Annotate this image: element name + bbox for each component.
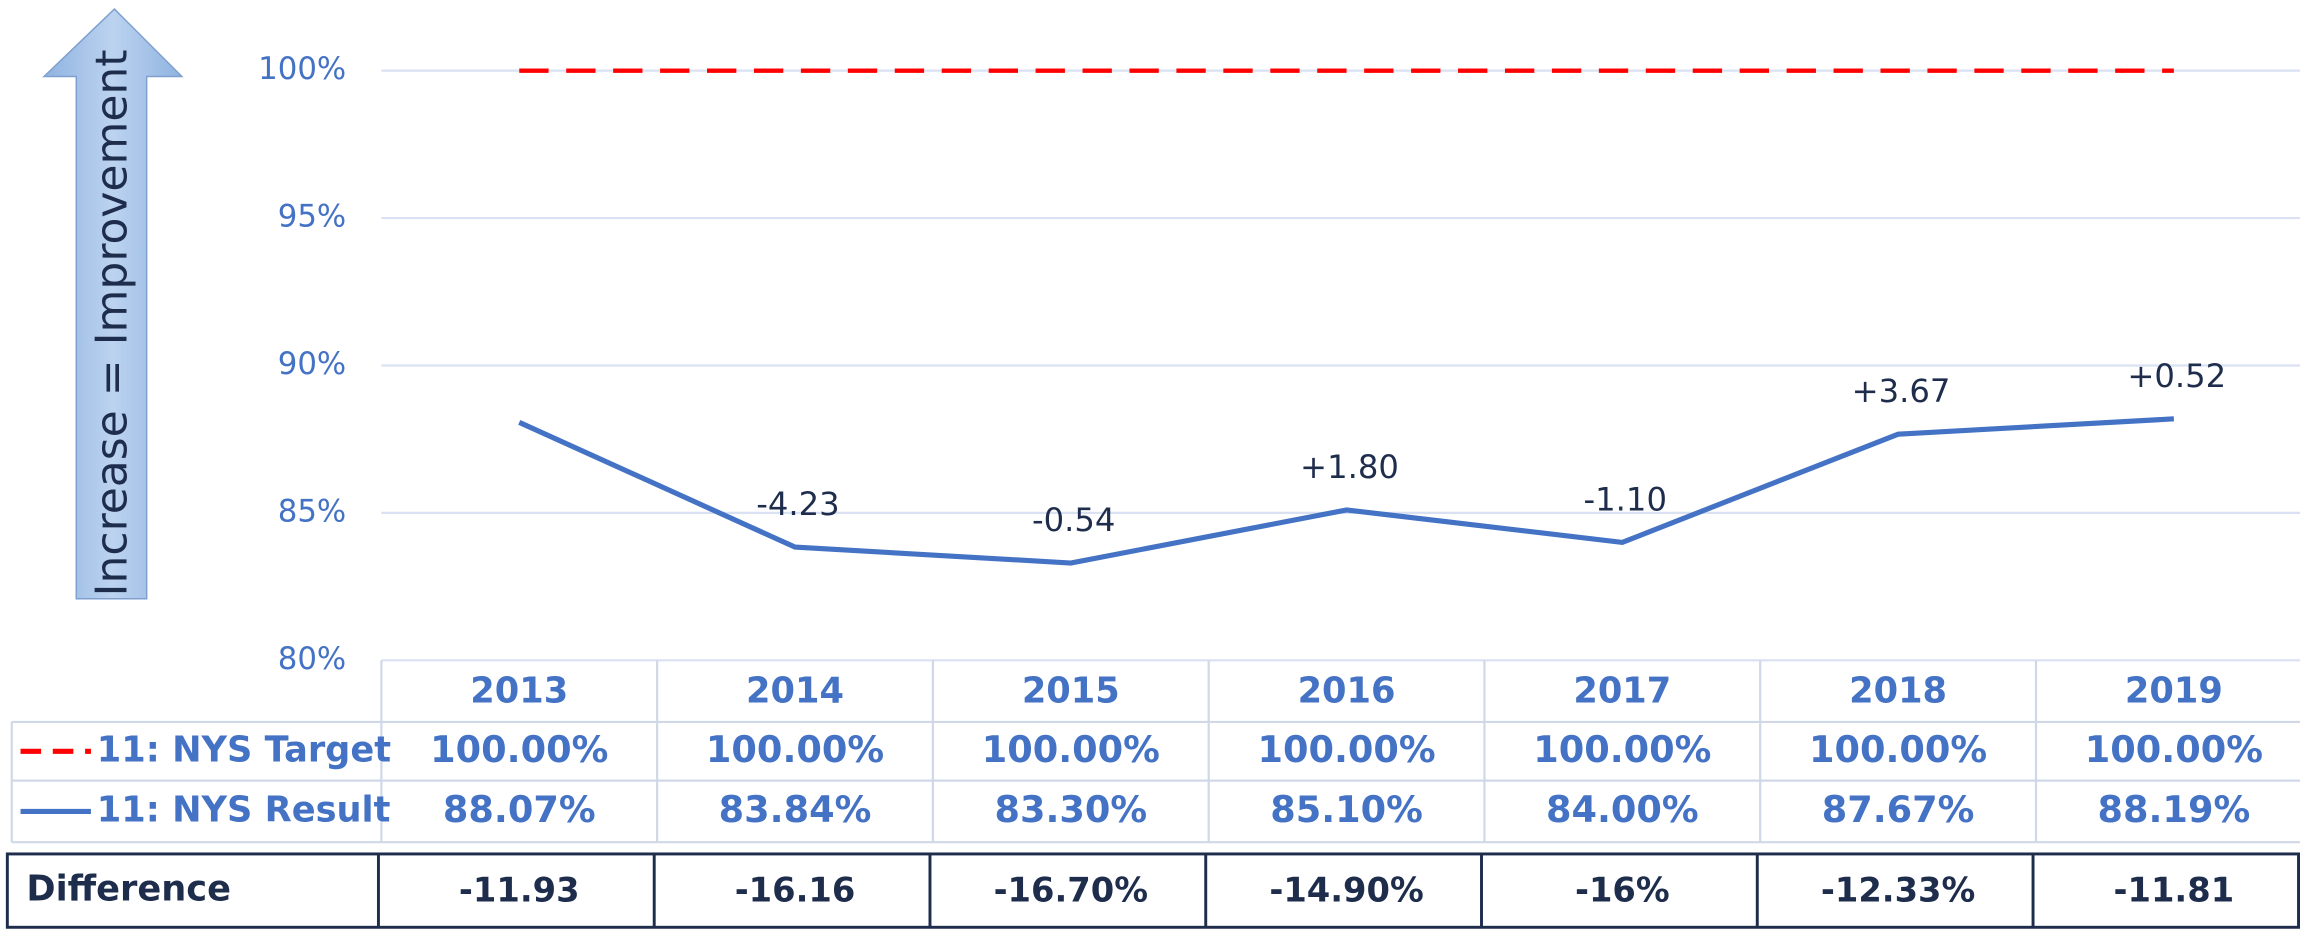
x-tick-label: 2015 (1022, 671, 1120, 712)
legend-label: 11: NYS Target (97, 729, 391, 770)
table-value: 88.07% (443, 788, 596, 831)
difference-value: -16.16 (735, 871, 856, 910)
table-value: 100.00% (430, 728, 608, 771)
table-value: 84.00% (1546, 788, 1699, 831)
difference-value: -16% (1575, 871, 1670, 910)
x-tick-label: 2014 (746, 671, 844, 712)
table-value: 100.00% (1533, 728, 1711, 771)
change-label: +3.67 (1852, 372, 1951, 410)
y-tick-label: 90% (278, 346, 346, 382)
y-tick-label: 85% (278, 493, 346, 529)
table-value: 88.19% (2098, 788, 2251, 831)
x-tick-label: 2017 (1573, 671, 1671, 712)
x-tick-label: 2019 (2125, 671, 2223, 712)
y-tick-label: 80% (278, 641, 346, 677)
difference-value: -14.90% (1269, 871, 1423, 910)
table-value: 83.84% (719, 788, 872, 831)
change-label: +0.52 (2127, 357, 2226, 395)
table-value: 100.00% (982, 728, 1160, 771)
change-label: -1.10 (1584, 480, 1667, 518)
x-tick-label: 2013 (470, 671, 568, 712)
table-value: 83.30% (994, 788, 1147, 831)
difference-value: -16.70% (994, 871, 1148, 910)
series-line (518, 416, 2174, 566)
difference-value: -11.81 (2114, 871, 2235, 910)
change-label: -4.23 (756, 485, 839, 523)
axis-note: Increase = Improvement (86, 49, 137, 596)
table-value: 100.00% (2085, 728, 2263, 771)
change-label: +1.80 (1300, 448, 1399, 486)
improvement-arrow (42, 8, 184, 600)
x-tick-label: 2016 (1298, 671, 1396, 712)
difference-value: -12.33% (1821, 871, 1975, 910)
y-tick-label: 95% (278, 199, 346, 235)
change-label: -0.54 (1032, 501, 1115, 539)
table-value: 100.00% (1809, 728, 1987, 771)
table-value: 100.00% (1257, 728, 1435, 771)
table-value: 85.10% (1270, 788, 1423, 831)
x-tick-label: 2018 (1849, 671, 1947, 712)
difference-row (5, 852, 2300, 929)
table-value: 100.00% (706, 728, 884, 771)
legend-label: 11: NYS Result (97, 789, 391, 830)
y-tick-label: 100% (258, 51, 346, 87)
difference-label: Difference (26, 869, 231, 910)
table-value: 87.67% (1822, 788, 1975, 831)
difference-value: -11.93 (459, 871, 580, 910)
